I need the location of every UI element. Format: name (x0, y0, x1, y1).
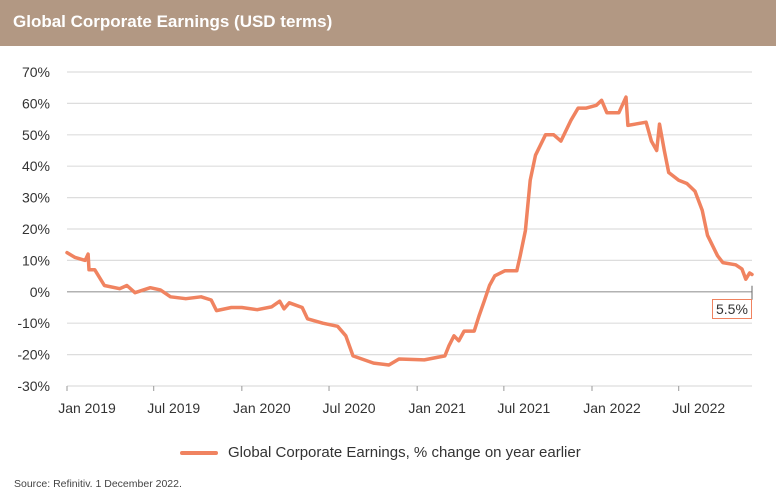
legend: Global Corporate Earnings, % change on y… (180, 444, 581, 461)
y-tick-label: 20% (22, 221, 50, 237)
series-line (65, 95, 754, 367)
x-tick-label: Jan 2022 (583, 400, 641, 416)
chart-title: Global Corporate Earnings (USD terms) (13, 12, 333, 31)
y-tick-label: 70% (22, 64, 50, 80)
x-tick-label: Jul 2020 (323, 400, 376, 416)
x-tick-label: Jul 2021 (497, 400, 550, 416)
y-tick-label: 10% (22, 252, 50, 268)
y-tick-label: -10% (17, 315, 50, 331)
legend-swatch (180, 450, 218, 455)
y-tick-label: -30% (17, 378, 50, 394)
legend-label: Global Corporate Earnings, % change on y… (228, 444, 581, 461)
y-tick-label: 40% (22, 158, 50, 174)
end-value-label: 5.5% (712, 299, 752, 319)
chart-header: Global Corporate Earnings (USD terms) (0, 0, 776, 46)
x-tick-label: Jan 2020 (233, 400, 291, 416)
line-chart: 70% 60% 50% 40% 30% 20% 10% 0% -10% -20% -30% Jan 2… (17, 64, 754, 416)
x-tick-label: Jan 2019 (58, 400, 116, 416)
x-tick-label: Jan 2021 (408, 400, 466, 416)
y-tick-label: 0% (30, 284, 50, 300)
y-tick-label: 60% (22, 95, 50, 111)
x-tick-label: Jul 2019 (147, 400, 200, 416)
y-tick-label: 50% (22, 127, 50, 143)
y-tick-label: 30% (22, 190, 50, 206)
y-tick-label: -20% (17, 347, 50, 363)
x-tick-label: Jul 2022 (672, 400, 725, 416)
source-note: Source: Refinitiv. 1 December 2022. (14, 478, 182, 490)
